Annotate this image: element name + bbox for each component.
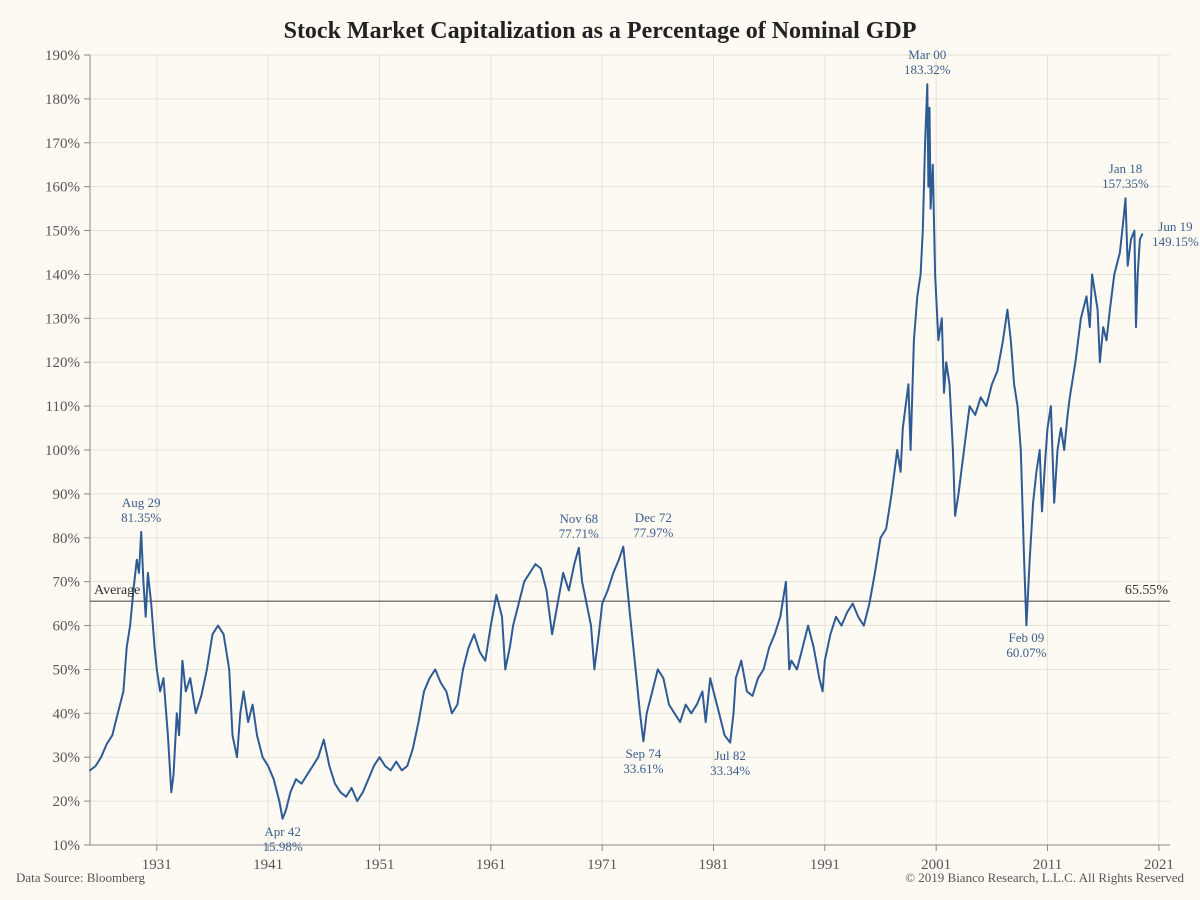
svg-text:110%: 110% <box>46 399 80 415</box>
chart-annotation: Mar 00183.32% <box>904 48 951 78</box>
chart-annotation: Sep 7433.61% <box>623 747 663 777</box>
svg-text:20%: 20% <box>53 794 81 810</box>
footer-source: Data Source: Bloomberg <box>16 870 145 886</box>
svg-text:180%: 180% <box>45 92 80 108</box>
average-label-left: Average <box>94 583 140 599</box>
svg-text:170%: 170% <box>45 136 80 152</box>
svg-text:140%: 140% <box>45 267 80 283</box>
svg-text:120%: 120% <box>45 355 80 371</box>
chart-annotation: Dec 7277.97% <box>633 511 673 541</box>
svg-text:160%: 160% <box>45 180 80 196</box>
average-label-right: 65.55% <box>1125 583 1168 599</box>
svg-text:30%: 30% <box>53 750 81 766</box>
footer-copyright: © 2019 Bianco Research, L.L.C. All Right… <box>905 870 1184 886</box>
svg-text:190%: 190% <box>45 48 80 64</box>
chart-annotation: Jul 8233.34% <box>710 749 750 779</box>
chart-annotation: Nov 6877.71% <box>559 512 599 542</box>
chart-annotation: Jan 18157.35% <box>1102 162 1149 192</box>
svg-text:90%: 90% <box>53 487 81 503</box>
svg-text:1961: 1961 <box>476 857 506 873</box>
svg-text:130%: 130% <box>45 311 80 327</box>
svg-text:100%: 100% <box>45 443 80 459</box>
chart-plot: 10% 20% 30% 40% 50% 60% 70% 80% 90% 100% 110% 120% 1… <box>0 0 1200 900</box>
svg-text:150%: 150% <box>45 224 80 240</box>
svg-text:1981: 1981 <box>699 857 729 873</box>
svg-text:70%: 70% <box>53 575 81 591</box>
chart-annotation: Jun 19149.15% <box>1152 220 1199 250</box>
svg-text:40%: 40% <box>53 706 81 722</box>
svg-text:80%: 80% <box>53 531 81 547</box>
svg-text:1971: 1971 <box>587 857 617 873</box>
svg-text:10%: 10% <box>53 838 81 854</box>
chart-annotation: Apr 4215.98% <box>263 825 303 855</box>
chart-annotation: Aug 2981.35% <box>121 496 161 526</box>
chart-annotation: Feb 0960.07% <box>1006 631 1046 661</box>
svg-text:1991: 1991 <box>810 857 840 873</box>
svg-text:60%: 60% <box>53 619 81 635</box>
svg-text:1931: 1931 <box>142 857 172 873</box>
chart-container: Stock Market Capitalization as a Percent… <box>0 0 1200 900</box>
svg-text:1951: 1951 <box>364 857 394 873</box>
svg-text:1941: 1941 <box>253 857 283 873</box>
svg-text:50%: 50% <box>53 662 81 678</box>
